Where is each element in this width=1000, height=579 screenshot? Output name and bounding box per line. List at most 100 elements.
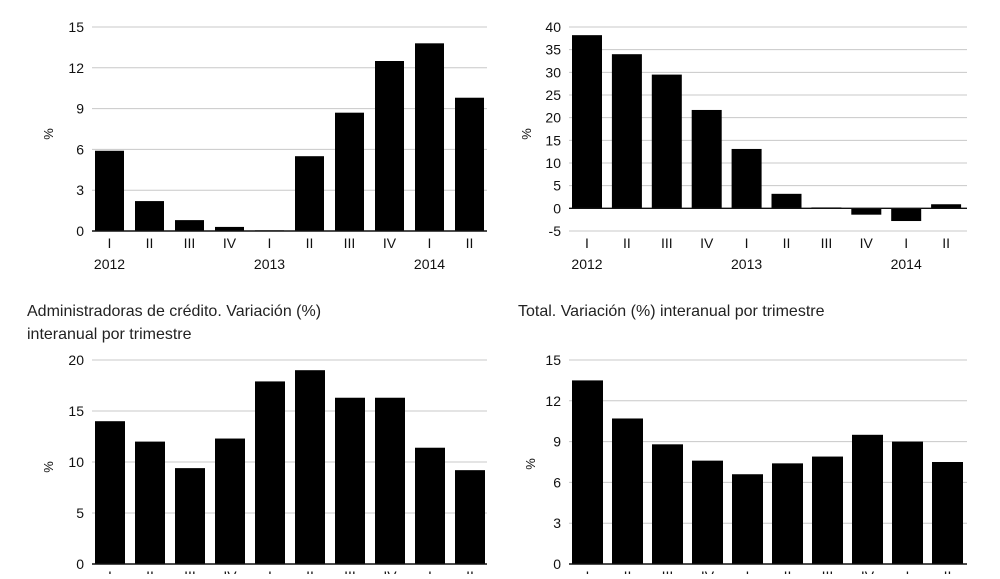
- x-tick-label: I: [904, 235, 908, 251]
- y-tick-label: 15: [68, 403, 84, 419]
- y-tick-label: 15: [545, 352, 561, 368]
- x-tick-label: I: [108, 568, 112, 574]
- bar: [175, 220, 204, 231]
- bar: [175, 468, 205, 564]
- bar: [215, 226, 244, 231]
- x-tick-label: I: [268, 235, 272, 251]
- x-tick-label: II: [624, 568, 632, 574]
- chart-panel-4: Total. Variación (%) interanual por trim…: [500, 290, 1000, 579]
- bar: [255, 381, 285, 564]
- chart-content: Administradoras de crédito. Variación (%…: [27, 303, 487, 579]
- x-tick-label: III: [662, 568, 674, 574]
- y-tick-label: 3: [76, 182, 84, 198]
- x-tick-label: I: [428, 235, 432, 251]
- y-tick-label: 20: [545, 110, 561, 126]
- y-tick-label: 12: [68, 60, 84, 76]
- bar-chart-4: Total. Variación (%) interanual por trim…: [518, 303, 967, 579]
- bar: [135, 441, 165, 564]
- bar: [215, 438, 245, 564]
- y-axis-label: %: [41, 128, 56, 140]
- x-tick-label: IV: [861, 568, 875, 574]
- x-tick-label: I: [268, 568, 272, 574]
- x-year-label: 2014: [891, 256, 922, 272]
- y-tick-label: 25: [545, 87, 561, 103]
- y-tick-label: 15: [545, 132, 561, 148]
- y-tick-label: 15: [68, 19, 84, 35]
- y-tick-label: 9: [76, 101, 84, 117]
- x-tick-label: IV: [700, 235, 714, 251]
- x-tick-label: I: [906, 568, 910, 574]
- bar: [651, 74, 682, 209]
- y-axis-label: %: [41, 461, 56, 473]
- x-tick-label: II: [783, 235, 791, 251]
- bar: [851, 208, 882, 215]
- x-tick-label: II: [623, 235, 631, 251]
- x-tick-label: IV: [860, 235, 874, 251]
- x-tick-label: II: [784, 568, 792, 574]
- y-tick-label: 6: [553, 474, 561, 490]
- y-tick-label: 0: [76, 556, 84, 572]
- y-tick-label: 12: [545, 393, 561, 409]
- bar: [135, 201, 164, 231]
- x-tick-label: IV: [223, 235, 237, 251]
- bar-chart-3: Administradoras de crédito. Variación (%…: [27, 303, 487, 579]
- x-tick-label: II: [944, 568, 952, 574]
- chart-panel-3: Administradoras de crédito. Variación (%…: [0, 290, 500, 579]
- y-tick-label: 10: [68, 454, 84, 470]
- y-axis-label: %: [519, 128, 534, 140]
- chart-title-line: Total. Variación (%) interanual por trim…: [518, 303, 825, 320]
- bar: [572, 380, 603, 564]
- x-year-label: 2013: [254, 256, 285, 272]
- y-tick-label: 0: [76, 223, 84, 239]
- bar: [95, 421, 125, 564]
- bar: [455, 97, 484, 231]
- x-tick-label: III: [344, 235, 356, 251]
- bar: [932, 462, 963, 564]
- x-tick-label: IV: [701, 568, 715, 574]
- y-tick-label: 6: [76, 141, 84, 157]
- y-tick-label: 35: [545, 42, 561, 58]
- bar: [455, 470, 485, 564]
- chart-title-line: Administradoras de crédito. Variación (%…: [27, 303, 321, 320]
- bar: [415, 447, 445, 564]
- bar: [95, 150, 124, 231]
- x-tick-label: I: [428, 568, 432, 574]
- y-tick-label: 0: [553, 556, 561, 572]
- x-tick-label: III: [821, 235, 833, 251]
- y-tick-label: 0: [553, 200, 561, 216]
- x-tick-label: IV: [383, 568, 397, 574]
- x-tick-label: II: [146, 235, 154, 251]
- bar: [891, 208, 922, 222]
- bar: [892, 441, 923, 564]
- y-tick-label: 40: [545, 19, 561, 35]
- x-year-label: 2013: [731, 256, 762, 272]
- y-tick-label: 30: [545, 64, 561, 80]
- y-tick-label: 5: [553, 178, 561, 194]
- bar: [652, 444, 683, 564]
- bar: [335, 397, 365, 564]
- y-tick-label: 10: [545, 155, 561, 171]
- bar: [612, 418, 643, 564]
- x-tick-label: II: [306, 235, 314, 251]
- x-tick-label: IV: [223, 568, 237, 574]
- x-tick-label: I: [586, 568, 590, 574]
- bar: [375, 61, 404, 231]
- x-tick-label: III: [184, 568, 196, 574]
- y-tick-label: 3: [553, 515, 561, 531]
- x-tick-label: I: [746, 568, 750, 574]
- y-axis-label: %: [523, 458, 538, 470]
- x-tick-label: II: [146, 568, 154, 574]
- bar: [771, 193, 802, 209]
- x-tick-label: I: [745, 235, 749, 251]
- chart-panel-2: -5 0 5 10 15 20 25 30 35 40% I II III IV I II III IV I II 20…: [500, 0, 1000, 295]
- bar: [295, 370, 325, 564]
- bar: [772, 463, 803, 564]
- bar: [691, 109, 722, 209]
- bar: [375, 397, 405, 564]
- x-tick-label: II: [306, 568, 314, 574]
- x-tick-label: III: [822, 568, 834, 574]
- bar: [731, 148, 762, 209]
